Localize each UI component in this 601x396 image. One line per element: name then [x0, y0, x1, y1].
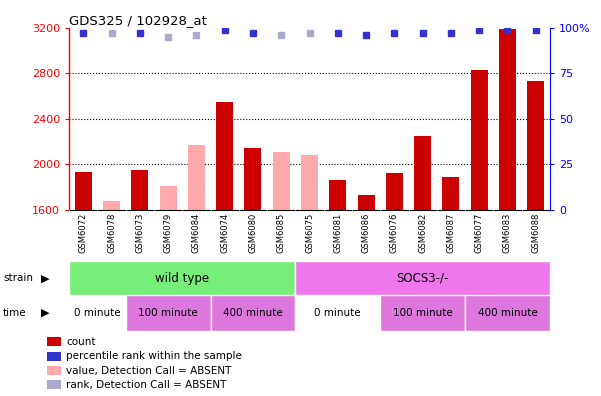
Bar	[47, 352, 61, 361]
Text: time: time	[3, 308, 26, 318]
Text: percentile rank within the sample: percentile rank within the sample	[67, 351, 242, 361]
Bar	[188, 145, 205, 210]
Text: 0 minute: 0 minute	[74, 308, 121, 318]
Bar	[75, 172, 92, 210]
Text: GSM6084: GSM6084	[192, 212, 201, 253]
Text: 400 minute: 400 minute	[478, 308, 537, 318]
Bar	[103, 201, 120, 210]
Text: GSM6076: GSM6076	[390, 212, 399, 253]
Text: wild type: wild type	[155, 272, 209, 285]
Bar	[69, 261, 295, 295]
Bar	[47, 380, 61, 389]
Text: GSM6082: GSM6082	[418, 212, 427, 253]
Text: GSM6079: GSM6079	[163, 212, 172, 253]
Bar	[301, 155, 318, 210]
Text: GSM6086: GSM6086	[362, 212, 371, 253]
Bar	[499, 29, 516, 210]
Bar	[295, 261, 550, 295]
Text: 100 minute: 100 minute	[138, 308, 198, 318]
Text: 100 minute: 100 minute	[393, 308, 453, 318]
Bar	[210, 295, 295, 331]
Bar	[471, 70, 487, 210]
Bar	[273, 152, 290, 210]
Bar	[465, 295, 550, 331]
Bar	[386, 173, 403, 210]
Text: GSM6088: GSM6088	[531, 212, 540, 253]
Text: GSM6074: GSM6074	[220, 212, 229, 253]
Text: GSM6072: GSM6072	[79, 212, 88, 253]
Text: count: count	[67, 337, 96, 347]
Text: GSM6083: GSM6083	[503, 212, 512, 253]
Text: 0 minute: 0 minute	[314, 308, 361, 318]
Text: value, Detection Call = ABSENT: value, Detection Call = ABSENT	[67, 366, 232, 375]
Text: GSM6078: GSM6078	[107, 212, 116, 253]
Text: ▶: ▶	[41, 273, 49, 283]
Text: rank, Detection Call = ABSENT: rank, Detection Call = ABSENT	[67, 380, 227, 390]
Text: strain: strain	[3, 273, 33, 283]
Bar	[442, 177, 459, 210]
Bar	[160, 186, 177, 210]
Text: GDS325 / 102928_at: GDS325 / 102928_at	[69, 13, 207, 27]
Bar	[47, 337, 61, 346]
Text: GSM6075: GSM6075	[305, 212, 314, 253]
Text: GSM6085: GSM6085	[276, 212, 285, 253]
Bar	[47, 366, 61, 375]
Text: GSM6080: GSM6080	[248, 212, 257, 253]
Bar	[126, 295, 210, 331]
Bar	[132, 170, 148, 210]
Text: SOCS3-/-: SOCS3-/-	[397, 272, 449, 285]
Text: GSM6077: GSM6077	[475, 212, 484, 253]
Text: 400 minute: 400 minute	[223, 308, 283, 318]
Bar	[358, 195, 374, 210]
Text: GSM6073: GSM6073	[135, 212, 144, 253]
Bar	[527, 81, 545, 210]
Bar	[216, 102, 233, 210]
Bar	[380, 295, 465, 331]
Bar	[329, 180, 346, 210]
Text: GSM6081: GSM6081	[334, 212, 343, 253]
Bar	[245, 148, 261, 210]
Bar	[69, 295, 126, 331]
Bar	[414, 136, 431, 210]
Text: ▶: ▶	[41, 308, 49, 318]
Bar	[295, 295, 380, 331]
Text: GSM6087: GSM6087	[447, 212, 456, 253]
